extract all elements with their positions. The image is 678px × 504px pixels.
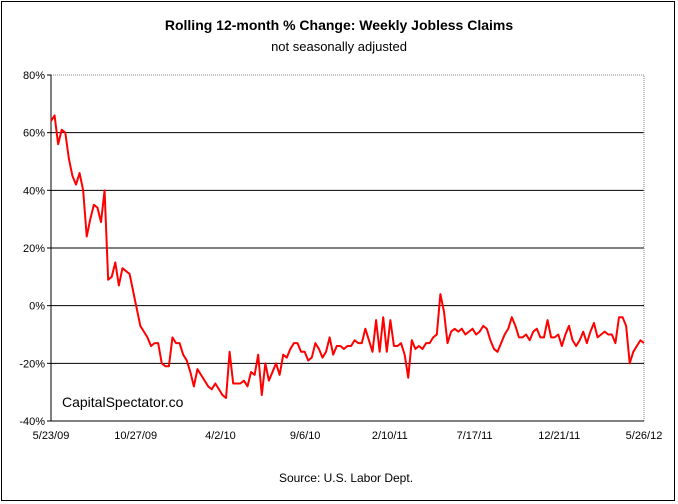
- x-tick-label: 12/21/11: [538, 430, 580, 442]
- series-line-0: [50, 114, 645, 399]
- y-tick-label: 0%: [29, 301, 45, 313]
- series-layer: [50, 114, 645, 399]
- chart-subtitle: not seasonally adjusted: [271, 39, 407, 54]
- y-tick-label: -20%: [19, 358, 45, 370]
- x-tick-label: 5/26/12: [626, 430, 663, 442]
- x-tick-label: 7/17/11: [457, 430, 493, 442]
- y-tick-label: 60%: [23, 128, 45, 140]
- y-tick-labels: 80% 60% 40% 20% 0% -20% -40%: [19, 70, 45, 428]
- chart-title: Rolling 12-month % Change: Weekly Jobles…: [165, 17, 513, 33]
- x-tick-label: 5/23/09: [33, 430, 70, 442]
- x-tick-labels: 5/23/09 10/27/09 4/2/10 9/6/10 2/10/11 7/17/1…: [33, 430, 663, 442]
- x-tick-label: 4/2/10: [205, 430, 236, 442]
- x-tick-label: 2/10/11: [372, 430, 408, 442]
- y-tick-label: 20%: [23, 243, 45, 255]
- y-tick-label: 40%: [23, 185, 45, 197]
- y-tick-label: -40%: [19, 416, 45, 428]
- x-tick-label: 9/6/10: [290, 430, 321, 442]
- source-note: Source: U.S. Labor Dept.: [279, 471, 413, 485]
- watermark: CapitalSpectator.co: [62, 394, 184, 410]
- grid-lines: [51, 132, 644, 364]
- x-tick-label: 10/27/09: [114, 430, 157, 442]
- y-tick-label: 80%: [23, 70, 45, 82]
- axes: [47, 74, 644, 422]
